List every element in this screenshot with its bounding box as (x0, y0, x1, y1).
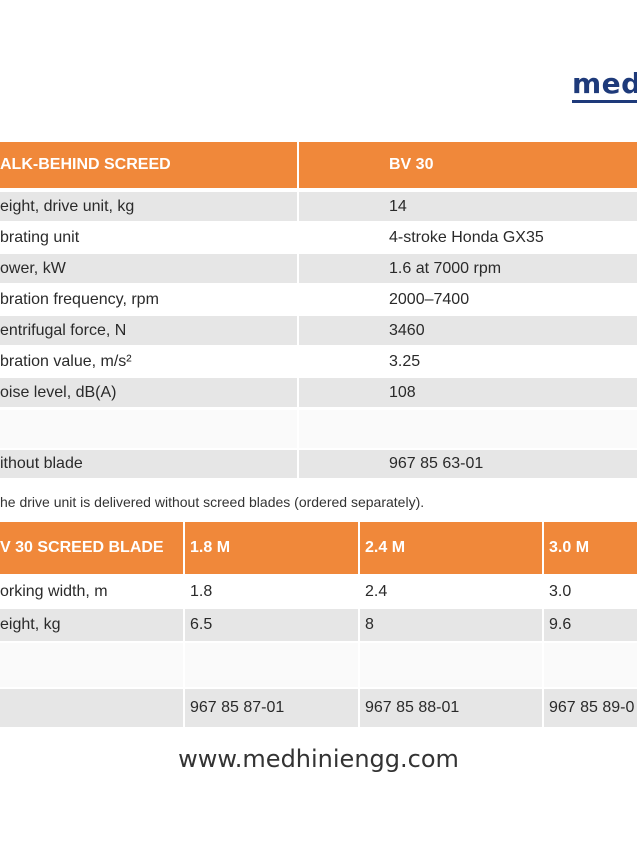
table-row: bration frequency, rpm 2000–7400 (0, 285, 637, 314)
spec-value: 3460 (299, 316, 637, 345)
spec-value (299, 410, 637, 448)
spec-label: ower, kW (0, 254, 297, 283)
delivery-note: he drive unit is delivered without scree… (0, 494, 425, 510)
header-cell: BV 30 (299, 142, 637, 188)
spec-value: 967 85 63-01 (299, 450, 637, 478)
spec-value: 3.25 (299, 347, 637, 376)
table-row: entrifugal force, N 3460 (0, 316, 637, 345)
spec-value: 9.6 (544, 609, 637, 641)
spec-label: bration value, m/s² (0, 347, 297, 376)
header-cell: 2.4 M (360, 522, 542, 574)
header-cell: 3.0 M (544, 522, 637, 574)
spec-label (0, 410, 297, 448)
table-row: 967 85 87-01 967 85 88-01 967 85 89-0 (0, 689, 637, 727)
spec-label: eight, drive unit, kg (0, 192, 297, 221)
spec-value: 1.6 at 7000 rpm (299, 254, 637, 283)
spec-label: brating unit (0, 223, 297, 252)
spec-value: 3.0 (544, 577, 637, 607)
spec-value: 8 (360, 609, 542, 641)
table-row: ower, kW 1.6 at 7000 rpm (0, 254, 637, 283)
spec-value (544, 643, 637, 687)
table-row: orking width, m 1.8 2.4 3.0 (0, 577, 637, 607)
brand-logo: med (572, 70, 637, 103)
spec-label: orking width, m (0, 577, 183, 607)
spec-value: 14 (299, 192, 637, 221)
header-cell: ALK-BEHIND SCREED (0, 142, 297, 188)
spec-value: 1.8 (185, 577, 358, 607)
spec-label: entrifugal force, N (0, 316, 297, 345)
table-row: eight, kg 6.5 8 9.6 (0, 609, 637, 641)
table-row-blank (0, 643, 637, 687)
table-header: V 30 SCREED BLADE 1.8 M 2.4 M 3.0 M (0, 522, 637, 574)
website-url: www.medhiniengg.com (178, 745, 459, 773)
header-cell: V 30 SCREED BLADE (0, 522, 183, 574)
spec-label: bration frequency, rpm (0, 285, 297, 314)
part-number: 967 85 87-01 (185, 689, 358, 727)
spec-label: eight, kg (0, 609, 183, 641)
table-header: ALK-BEHIND SCREED BV 30 (0, 142, 637, 188)
spec-label: ithout blade (0, 450, 297, 478)
spec-label (0, 643, 183, 687)
part-number: 967 85 88-01 (360, 689, 542, 727)
table-row: oise level, dB(A) 108 (0, 378, 637, 407)
spec-label: oise level, dB(A) (0, 378, 297, 407)
table-row: ithout blade 967 85 63-01 (0, 450, 637, 478)
part-number: 967 85 89-0 (544, 689, 637, 727)
spec-value (360, 643, 542, 687)
table-row: brating unit 4-stroke Honda GX35 (0, 223, 637, 252)
header-cell: 1.8 M (185, 522, 358, 574)
spec-value: 2000–7400 (299, 285, 637, 314)
spec-value: 108 (299, 378, 637, 407)
spec-value (185, 643, 358, 687)
table-row-blank (0, 410, 637, 448)
table-row: bration value, m/s² 3.25 (0, 347, 637, 376)
spec-label (0, 689, 183, 727)
spec-value: 4-stroke Honda GX35 (299, 223, 637, 252)
spec-value: 2.4 (360, 577, 542, 607)
table-row: eight, drive unit, kg 14 (0, 192, 637, 221)
spec-value: 6.5 (185, 609, 358, 641)
